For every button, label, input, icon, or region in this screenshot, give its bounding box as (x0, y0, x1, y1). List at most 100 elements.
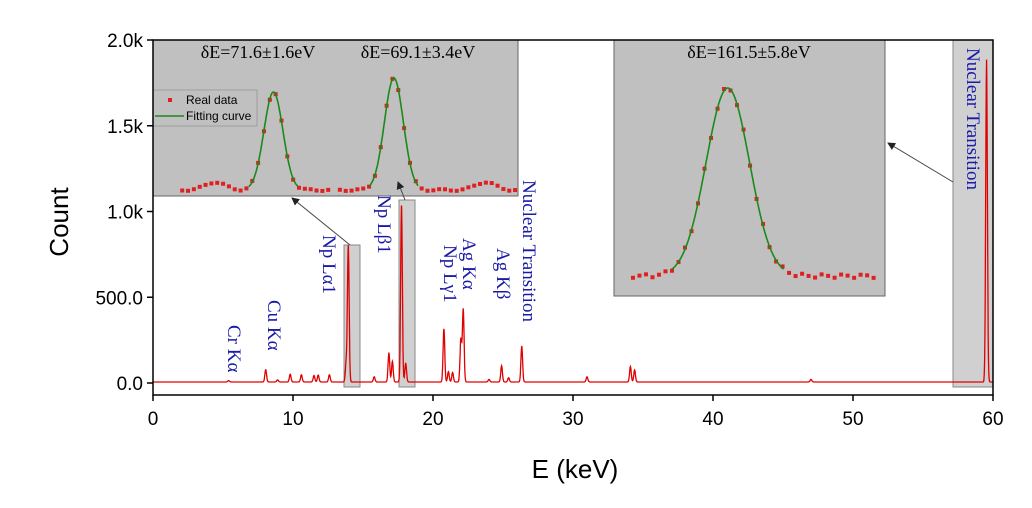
y-tick-label: 0.0 (117, 374, 143, 395)
real-data-point (787, 270, 792, 275)
real-data-point (437, 187, 442, 192)
legend-box (152, 89, 258, 127)
legend-real-data-label: Real data (186, 93, 238, 107)
x-tick-label: 0 (148, 409, 159, 430)
real-data-point (650, 275, 655, 280)
real-data-point (191, 187, 196, 192)
peak-label-8: Nuclear Transition (962, 48, 983, 190)
legend-real-data-marker (168, 98, 172, 102)
x-tick-label: 10 (282, 409, 303, 430)
peak-label-2: Np Lα1 (318, 235, 339, 294)
real-data-point (232, 187, 237, 192)
real-data-point (858, 272, 863, 277)
real-data-point (443, 187, 447, 192)
x-tick-label: 50 (842, 409, 863, 430)
real-data-point (337, 187, 342, 192)
real-data-point (489, 181, 494, 186)
real-data-point (780, 264, 785, 269)
peak-label-5: Ag Kα (458, 238, 479, 290)
real-data-point (186, 188, 191, 193)
arrow-nuclear (887, 142, 954, 183)
real-data-point (495, 183, 500, 188)
inset-2 (613, 39, 886, 297)
peak-label-7: Nuclear Transition (518, 180, 539, 322)
x-axis-label: E (keV) (532, 454, 619, 484)
x-tick-label: 20 (422, 409, 443, 430)
real-data-point (839, 272, 844, 277)
peak-label-4: Np Lγ1 (439, 245, 460, 302)
real-data-point (871, 275, 876, 280)
real-data-point (308, 187, 313, 192)
real-data-point (238, 188, 243, 193)
x-tick-label: 40 (702, 409, 723, 430)
y-tick-label: 1.5k (107, 117, 143, 138)
real-data-point (513, 188, 518, 193)
real-data-point (845, 273, 850, 278)
real-data-point (813, 275, 818, 280)
real-data-point (297, 185, 301, 190)
peak-label-1: Cu Kα (263, 300, 284, 351)
real-data-point (669, 268, 674, 273)
real-data-point (806, 273, 811, 278)
real-data-point (431, 188, 436, 193)
fitting-curve (368, 77, 419, 187)
real-data-point (483, 180, 488, 185)
real-data-point (630, 275, 635, 280)
real-data-point (454, 188, 459, 193)
real-data-point (221, 181, 226, 186)
real-data-point (832, 275, 837, 280)
peak-label-0: Cr Kα (223, 325, 244, 372)
x-tick-label: 30 (562, 409, 583, 430)
inset-1-title-la1: δE=71.6±1.6eV (201, 42, 316, 62)
x-tick-label: 60 (982, 409, 1003, 430)
real-data-point (852, 275, 857, 280)
real-data-point (472, 183, 477, 188)
real-data-point (460, 187, 465, 192)
peak-label-6: Ag Kβ (492, 248, 513, 299)
real-data-point (722, 86, 727, 91)
real-data-point (637, 273, 642, 278)
real-data-point (326, 187, 331, 192)
real-data-point (425, 188, 430, 193)
real-data-point (793, 274, 798, 279)
inset-1-title-lb1: δE=69.1±3.4eV (361, 42, 476, 62)
real-data-point (819, 272, 824, 277)
real-data-point (355, 187, 360, 192)
inset-2-title: δE=161.5±5.8eV (687, 42, 811, 62)
real-data-point (215, 180, 220, 185)
legend-fitting-curve-label: Fitting curve (186, 109, 252, 123)
real-data-point (800, 271, 805, 276)
real-data-point (466, 185, 471, 190)
real-data-point (343, 188, 348, 193)
arrow-la1 (291, 197, 351, 246)
fitting-curve (671, 87, 785, 271)
real-data-point (826, 273, 831, 278)
real-data-point (226, 184, 231, 189)
real-data-point (367, 184, 372, 189)
real-data-point (320, 188, 325, 193)
highlight-box-np-la1 (343, 244, 361, 388)
real-data-point (501, 187, 506, 192)
real-data-point (448, 188, 453, 193)
real-data-point (180, 188, 185, 193)
fitting-curve (248, 91, 299, 188)
arrow-lb1 (396, 181, 406, 201)
peak-label-3: Np Lβ1 (373, 195, 394, 254)
spectrum-line (153, 59, 993, 383)
real-data-point (361, 186, 366, 191)
real-data-point (197, 184, 202, 189)
real-data-point (865, 273, 870, 278)
real-data-point (656, 272, 661, 277)
real-data-point (643, 272, 648, 277)
y-axis-label: Count (44, 187, 74, 257)
real-data-point (478, 181, 483, 186)
real-data-point (209, 181, 214, 186)
real-data-point (203, 182, 208, 187)
y-tick-label: 2.0k (107, 31, 143, 52)
real-data-point (349, 188, 354, 193)
real-data-point (314, 188, 319, 193)
real-data-point (302, 186, 307, 191)
y-tick-label: 1.0k (107, 203, 143, 224)
real-data-point (244, 186, 249, 191)
